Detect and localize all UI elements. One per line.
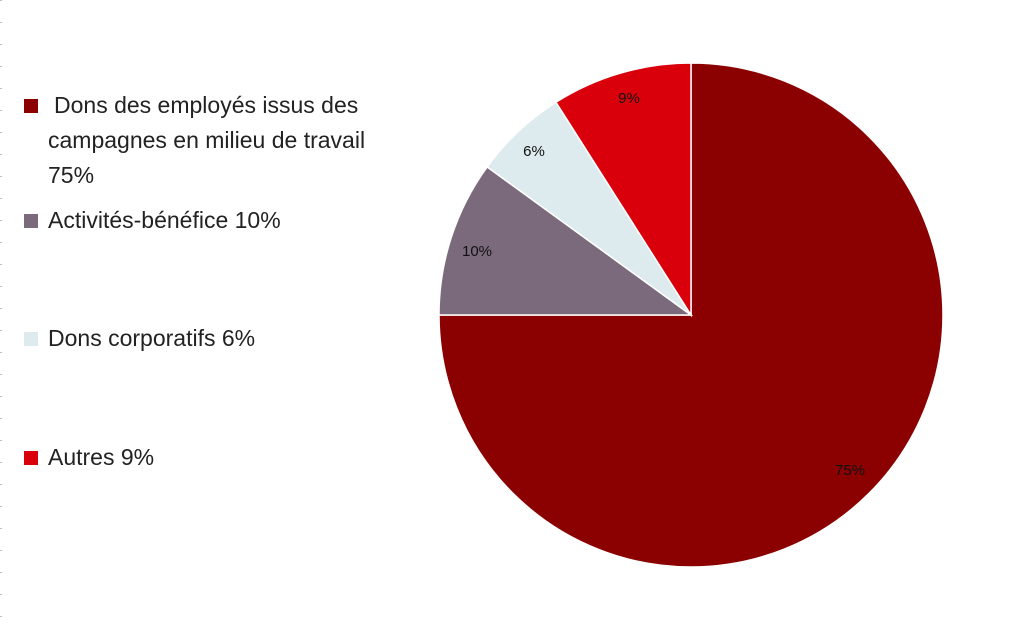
legend-label-others: Autres 9%	[48, 444, 155, 470]
data-label-others: 9%	[618, 90, 640, 107]
legend-item-employee-donations: Dons des employés issus des campagnes en…	[24, 88, 368, 193]
legend-swatch-benefit-activities	[24, 214, 38, 228]
legend-swatch-others	[24, 451, 38, 465]
pie-slice-benefit-activities	[438, 165, 694, 316]
legend-label-benefit-activities: Activités-bénéfice 10%	[48, 207, 281, 233]
data-label-employee-donations: 75%	[835, 462, 865, 479]
legend-item-corporate-donations: Dons corporatifs 6%	[24, 321, 368, 356]
legend-label-employee-donations: Dons des employés issus des campagnes en…	[48, 92, 366, 188]
pie-slice-others	[554, 62, 692, 318]
legend-item-others: Autres 9%	[24, 440, 368, 475]
legend-swatch-employee-donations	[24, 99, 38, 113]
data-label-corporate-donations: 6%	[523, 143, 545, 160]
legend-swatch-corporate-donations	[24, 332, 38, 346]
data-label-benefit-activities: 10%	[462, 243, 492, 260]
legend-item-benefit-activities: Activités-bénéfice 10%	[24, 203, 368, 238]
legend-label-corporate-donations: Dons corporatifs 6%	[48, 325, 256, 351]
edge-dotted-line	[0, 0, 2, 631]
